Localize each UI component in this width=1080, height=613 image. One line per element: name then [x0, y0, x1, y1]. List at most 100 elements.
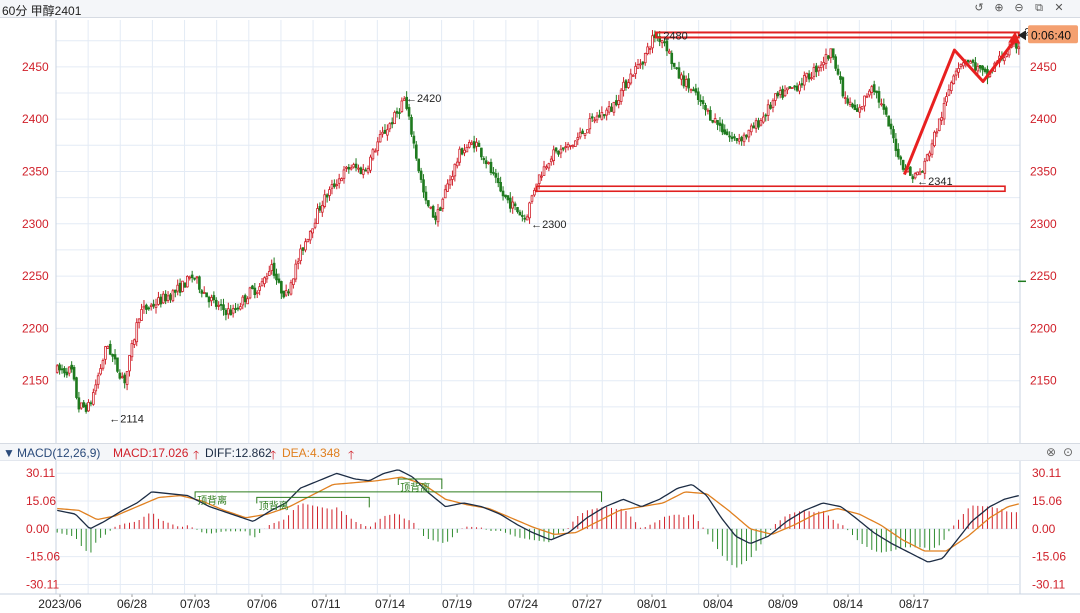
macd-name[interactable]: MACD(12,26,9): [17, 446, 101, 460]
candle-body: [552, 149, 555, 161]
candle-body: [111, 354, 114, 357]
candle-body: [800, 83, 804, 86]
candle-body: [762, 116, 765, 123]
candle-body: [590, 116, 594, 119]
candle-body: [405, 96, 408, 109]
candle-body: [856, 108, 859, 112]
candle-body: [918, 171, 922, 175]
close-macd-icon[interactable]: ⊗: [1046, 445, 1057, 459]
candle-body: [771, 100, 775, 108]
undo-icon[interactable]: ↺: [974, 2, 984, 14]
candle-body: [342, 169, 346, 179]
candle-body: [390, 122, 394, 125]
candle-body: [318, 206, 322, 211]
candle-body: [496, 177, 500, 184]
candle-body: [815, 65, 818, 73]
candle-body: [827, 55, 830, 59]
candle-body: [128, 355, 131, 372]
candle-body: [684, 79, 688, 87]
candle-body: [246, 298, 249, 305]
candle-body: [393, 112, 396, 125]
candle-body: [166, 295, 170, 301]
candle-body: [125, 371, 129, 385]
candle-body: [802, 75, 806, 86]
candle-body: [576, 137, 580, 141]
candle-body: [764, 114, 768, 117]
candle-body: [96, 375, 100, 385]
zoom-out-icon[interactable]: ⊖: [1014, 2, 1024, 14]
candle-body: [831, 48, 835, 58]
candle-body: [320, 205, 324, 213]
candle-body: [152, 303, 155, 307]
zoom-in-icon[interactable]: ⊕: [994, 2, 1004, 14]
candle-body: [593, 119, 596, 122]
candle-body: [648, 48, 652, 50]
candle-body: [402, 98, 406, 101]
candle-body: [636, 64, 640, 69]
candle-body: [774, 93, 777, 101]
collapse-icon[interactable]: ▼: [3, 446, 15, 460]
candle-body: [600, 112, 604, 120]
candle-body: [882, 104, 886, 110]
candle-body: [892, 129, 895, 139]
candle-body: [178, 282, 182, 293]
candle-body: [251, 285, 254, 290]
close-icon[interactable]: ✕: [1054, 2, 1064, 14]
y-tick-label-right: 2150: [1030, 374, 1057, 388]
candle-body: [793, 85, 796, 88]
candle-body: [749, 125, 753, 133]
window-icon[interactable]: ⧉: [1035, 2, 1043, 14]
candle-body: [952, 75, 956, 84]
candle-body: [872, 84, 876, 93]
candle-body: [248, 287, 252, 299]
resistance-box: [654, 31, 1020, 39]
candle-body: [202, 292, 206, 294]
divergence-label: 顶背离: [259, 499, 289, 512]
y-tick-label-left: 2350: [22, 164, 49, 178]
candle-body: [383, 129, 387, 134]
candle-body: [508, 197, 512, 209]
candle-body: [398, 112, 401, 114]
candle-body: [704, 104, 707, 111]
candle-body: [63, 368, 66, 374]
candle-body: [790, 87, 794, 89]
candle-body: [627, 82, 630, 88]
candle-body: [376, 141, 380, 152]
candle-body: [487, 162, 490, 164]
macd-y-tick-left: -30.11: [26, 578, 59, 592]
candle-body: [345, 166, 348, 169]
divergence-bracket: [256, 496, 370, 508]
candle-body: [668, 50, 671, 54]
candle-body: [723, 129, 727, 135]
candle-body: [923, 160, 927, 174]
candle-body: [687, 78, 690, 89]
candle-body: [733, 136, 736, 139]
candle-body: [1017, 46, 1021, 50]
candle-body: [969, 61, 972, 64]
candle-body: [424, 191, 428, 201]
settings-icon[interactable]: ⊙: [1063, 445, 1074, 459]
candle-body: [971, 59, 975, 63]
candle-body: [822, 61, 825, 66]
candle-body: [176, 284, 180, 292]
candle-body: [718, 122, 722, 126]
candle-body: [75, 377, 78, 398]
candle-body: [361, 169, 365, 175]
candle-body: [713, 118, 717, 123]
candle-body: [193, 277, 196, 280]
candle-body: [72, 366, 76, 380]
candle-body: [651, 35, 654, 49]
candle-body: [101, 360, 105, 369]
candle-body: [299, 248, 302, 262]
y-tick-label-right: 2300: [1030, 217, 1057, 231]
timer-badge: [1028, 25, 1078, 44]
candle-body: [940, 117, 943, 121]
candle-body: [79, 402, 83, 409]
candle-body: [130, 343, 134, 358]
candle-body: [77, 397, 81, 410]
candle-body: [788, 86, 792, 89]
candle-body: [106, 346, 110, 349]
candle-body: [499, 181, 502, 192]
macd-y-tick-right: -15.06: [1032, 550, 1066, 564]
